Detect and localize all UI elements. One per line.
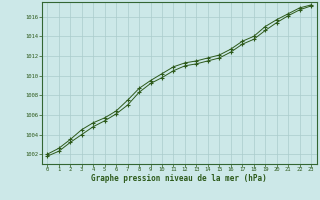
X-axis label: Graphe pression niveau de la mer (hPa): Graphe pression niveau de la mer (hPa) bbox=[91, 174, 267, 183]
